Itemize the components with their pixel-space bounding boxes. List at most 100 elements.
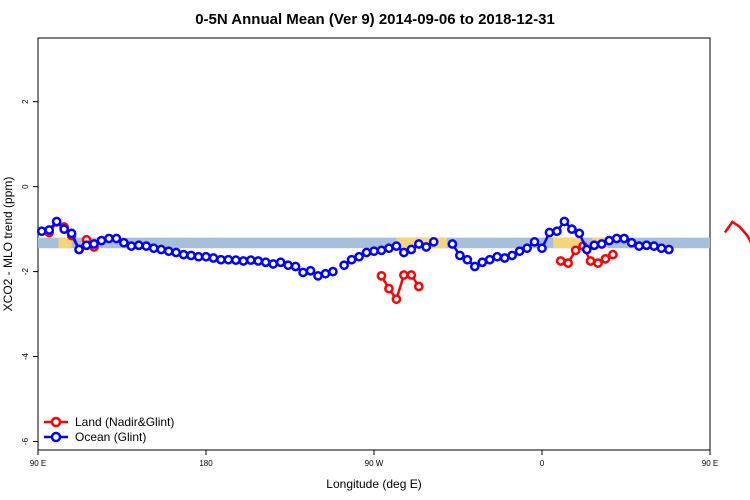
data-point: [399, 247, 409, 258]
data-point: [186, 250, 196, 261]
data-point: [260, 257, 271, 268]
band-land-segment: [58, 237, 72, 249]
data-point: [119, 237, 129, 248]
data-point: [593, 258, 603, 268]
y-tick-label: -2: [21, 268, 30, 276]
data-point: [178, 249, 189, 260]
data-point: [589, 240, 600, 251]
data-point: [477, 257, 488, 268]
data-point: [193, 251, 204, 262]
data-point: [290, 261, 301, 272]
data-point: [604, 235, 615, 246]
y-tick-label: 0: [21, 184, 30, 189]
data-point: [111, 233, 122, 244]
data-point: [634, 241, 644, 251]
data-point: [141, 241, 152, 251]
data-point: [245, 255, 256, 265]
x-tick-label: 0: [540, 459, 545, 468]
data-point: [369, 246, 379, 257]
data-point: [399, 270, 409, 280]
legend-marker: [50, 416, 62, 428]
data-point: [447, 239, 458, 249]
data-point: [376, 245, 387, 256]
data-point: [484, 254, 495, 265]
data-point: [148, 243, 159, 254]
data-point: [455, 250, 465, 261]
data-point: [74, 244, 84, 255]
legend-marker: [50, 431, 62, 443]
data-point: [421, 242, 432, 252]
data-point: [555, 256, 566, 266]
data-point: [499, 253, 510, 263]
data-point: [313, 271, 323, 281]
data-point: [216, 254, 226, 265]
x-tick-label: 90 E: [30, 459, 46, 468]
data-point: [544, 227, 555, 238]
data-point: [104, 233, 114, 244]
data-point: [619, 233, 629, 244]
legend: Land (Nadir&Glint)Ocean (Glint): [44, 415, 174, 444]
data-point: [507, 250, 517, 261]
data-point: [391, 294, 402, 305]
data-point: [492, 251, 503, 262]
data-point: [406, 244, 417, 255]
chart-title: 0-5N Annual Mean (Ver 9) 2014-09-06 to 2…: [195, 11, 555, 28]
data-point: [469, 261, 480, 272]
data-point: [570, 245, 581, 256]
data-point: [231, 255, 241, 265]
data-point: [201, 251, 211, 262]
data-point: [339, 260, 349, 271]
y-axis-label: XCO2 - MLO trend (ppm): [1, 177, 15, 312]
legend-label: Land (Nadir&Glint): [75, 415, 174, 429]
data-point: [563, 258, 573, 268]
legend-label: Ocean (Glint): [75, 430, 146, 444]
data-point: [354, 251, 364, 262]
data-point: [376, 271, 387, 281]
data-point: [574, 228, 585, 239]
data-point: [384, 243, 394, 254]
series-line: [723, 220, 750, 244]
x-axis-label: Longitude (deg E): [326, 477, 421, 491]
band-land-segment: [553, 237, 584, 249]
y-axis: 2 0 -2 -4 -6: [21, 99, 38, 445]
data-point: [567, 224, 577, 234]
data-point: [346, 254, 357, 265]
data-point: [328, 266, 338, 277]
data-point: [126, 241, 137, 251]
data-point: [283, 260, 293, 271]
data-point: [626, 237, 637, 248]
series-land: [44, 217, 750, 305]
data-point: [537, 243, 547, 254]
data-point: [66, 228, 77, 239]
data-point: [384, 283, 394, 294]
data-point: [514, 246, 525, 257]
data-point: [664, 244, 674, 255]
data-point: [81, 240, 92, 251]
data-point: [305, 265, 316, 276]
data-point: [413, 281, 424, 292]
y-tick-label: -6: [21, 437, 30, 445]
x-axis: 90 E 180 90 W 0 90 E: [30, 450, 718, 468]
data-point: [649, 241, 659, 251]
data-point: [552, 226, 562, 237]
data-point: [608, 249, 618, 260]
data-point: [656, 243, 667, 254]
data-point: [611, 233, 622, 244]
data-point: [600, 254, 611, 264]
data-point: [171, 247, 181, 258]
data-point: [238, 256, 249, 266]
data-point: [320, 268, 331, 279]
data-point: [36, 226, 47, 237]
data-point: [406, 270, 417, 280]
data-point: [44, 225, 55, 235]
data-point: [223, 254, 234, 265]
data-point: [163, 246, 174, 257]
y-tick-label: 2: [21, 99, 30, 104]
data-point: [96, 235, 107, 246]
data-point: [253, 256, 264, 266]
data-point: [581, 244, 592, 255]
data-point: [133, 240, 144, 251]
data-point: [559, 216, 570, 227]
data-point: [268, 259, 279, 269]
data-point: [522, 243, 532, 254]
